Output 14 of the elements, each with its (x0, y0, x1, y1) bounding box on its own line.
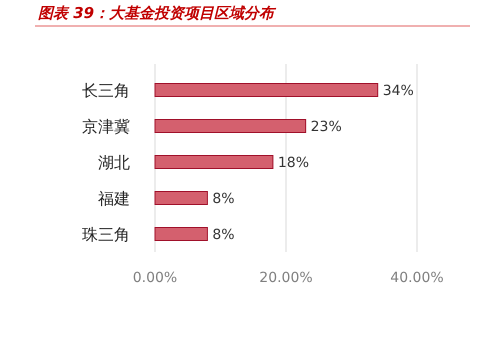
y-tick-label: 珠三角 (82, 225, 130, 244)
title: 图表 39：大基金投资项目区域分布 (38, 4, 274, 22)
y-tick-label: 福建 (98, 189, 130, 208)
y-tick-label: 京津冀 (82, 117, 130, 136)
x-tick-label: 0.00% (132, 270, 178, 286)
data-label: 34% (382, 83, 414, 99)
data-label: 18% (278, 155, 310, 171)
data-label: 23% (310, 119, 342, 135)
x-tick-label: 40.00% (390, 270, 444, 286)
data-label: 8% (212, 227, 235, 243)
y-tick-label: 长三角 (82, 81, 130, 100)
y-tick-label: 湖北 (98, 153, 130, 172)
data-label: 8% (212, 191, 235, 207)
x-tick-label: 20.00% (259, 270, 313, 286)
